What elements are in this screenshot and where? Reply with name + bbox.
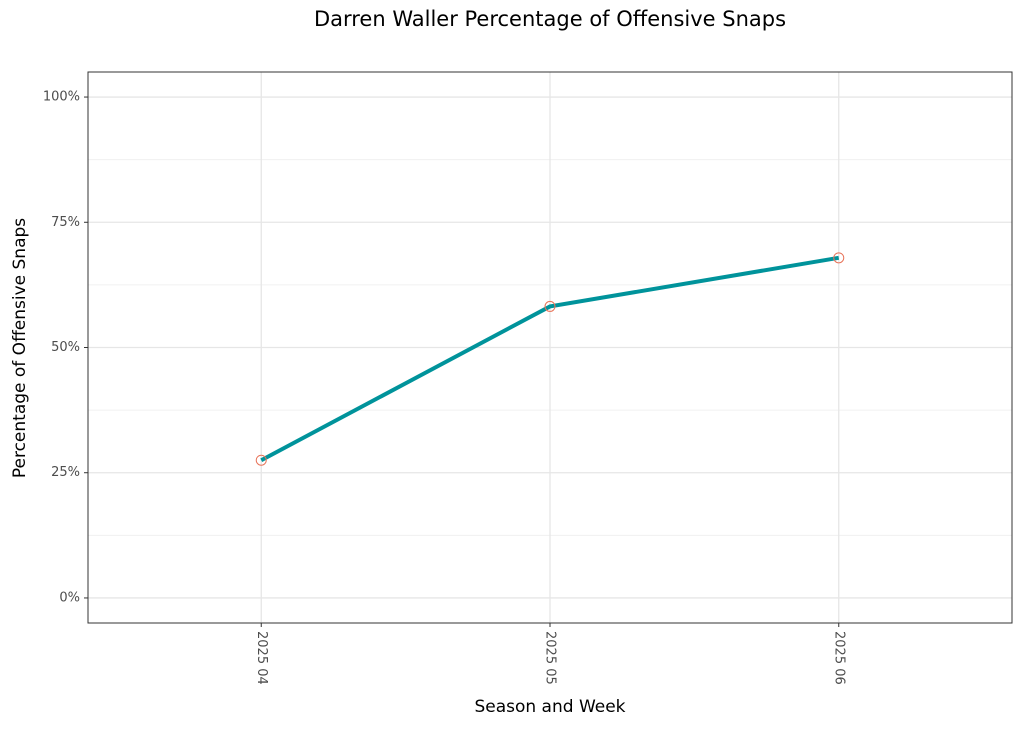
y-tick-label: 50%: [51, 340, 80, 355]
chart-title: Darren Waller Percentage of Offensive Sn…: [314, 7, 786, 31]
point: [544, 300, 556, 312]
y-tick-label: 0%: [59, 590, 80, 605]
point: [833, 252, 845, 264]
line: [260, 255, 840, 462]
plot-border: [87, 71, 1013, 624]
x-tick-label: 2025 06: [831, 631, 846, 685]
y-tick-label: 100%: [43, 90, 80, 105]
x-tick-label: 2025 05: [543, 631, 558, 685]
y-axis-title: Percentage of Offensive Snaps: [10, 218, 30, 478]
point: [255, 454, 267, 466]
y-tick-label: 75%: [51, 215, 80, 230]
x-axis-title: Season and Week: [474, 697, 625, 717]
y-tick-label: 25%: [51, 465, 80, 480]
x-tick-label: 2025 04: [254, 631, 269, 685]
